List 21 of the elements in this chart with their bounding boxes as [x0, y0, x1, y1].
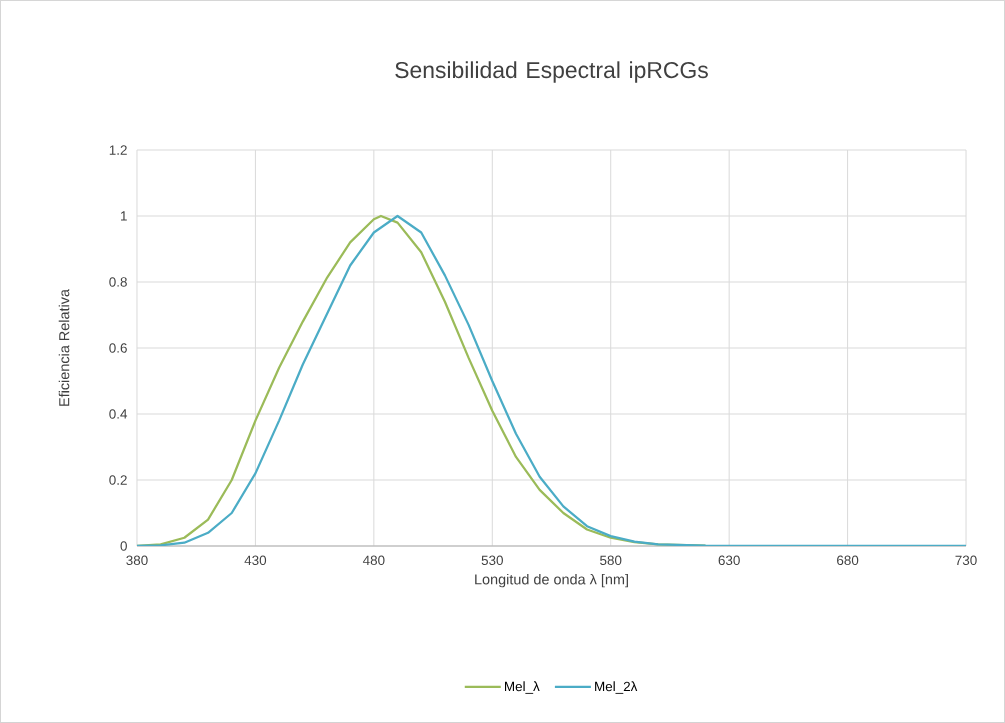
y-tick-label: 0.4	[109, 409, 128, 419]
y-tick-label: 0.8	[109, 277, 127, 287]
x-tick-label: 580	[600, 555, 622, 566]
y-tick-label: 0	[120, 541, 127, 551]
line-series	[136, 214, 967, 546]
x-axis-title: Longitud de onda λ [nm]	[475, 573, 628, 588]
x-tick-label: 630	[718, 555, 740, 566]
y-tick-label: 0.6	[109, 343, 127, 353]
y-axis-title: Eficiencia Relativa	[58, 289, 70, 406]
x-tick-label: 680	[837, 555, 859, 566]
legend-label: Mel_λ	[505, 681, 540, 694]
y-tick-label: 1.2	[109, 145, 127, 155]
x-tick-label: 480	[362, 555, 385, 566]
y-tick-label: 0.2	[109, 475, 127, 485]
x-tick-label: 380	[126, 555, 148, 566]
x-tick-label: 530	[481, 555, 503, 566]
x-tick-label: 730	[955, 555, 977, 566]
legend-label: Mel_2λ	[595, 681, 638, 694]
chart-title: Sensibilidad Espectral ipRCGs	[395, 61, 708, 83]
x-tick-label: 430	[244, 555, 267, 566]
y-tick-label: 1	[121, 211, 127, 221]
